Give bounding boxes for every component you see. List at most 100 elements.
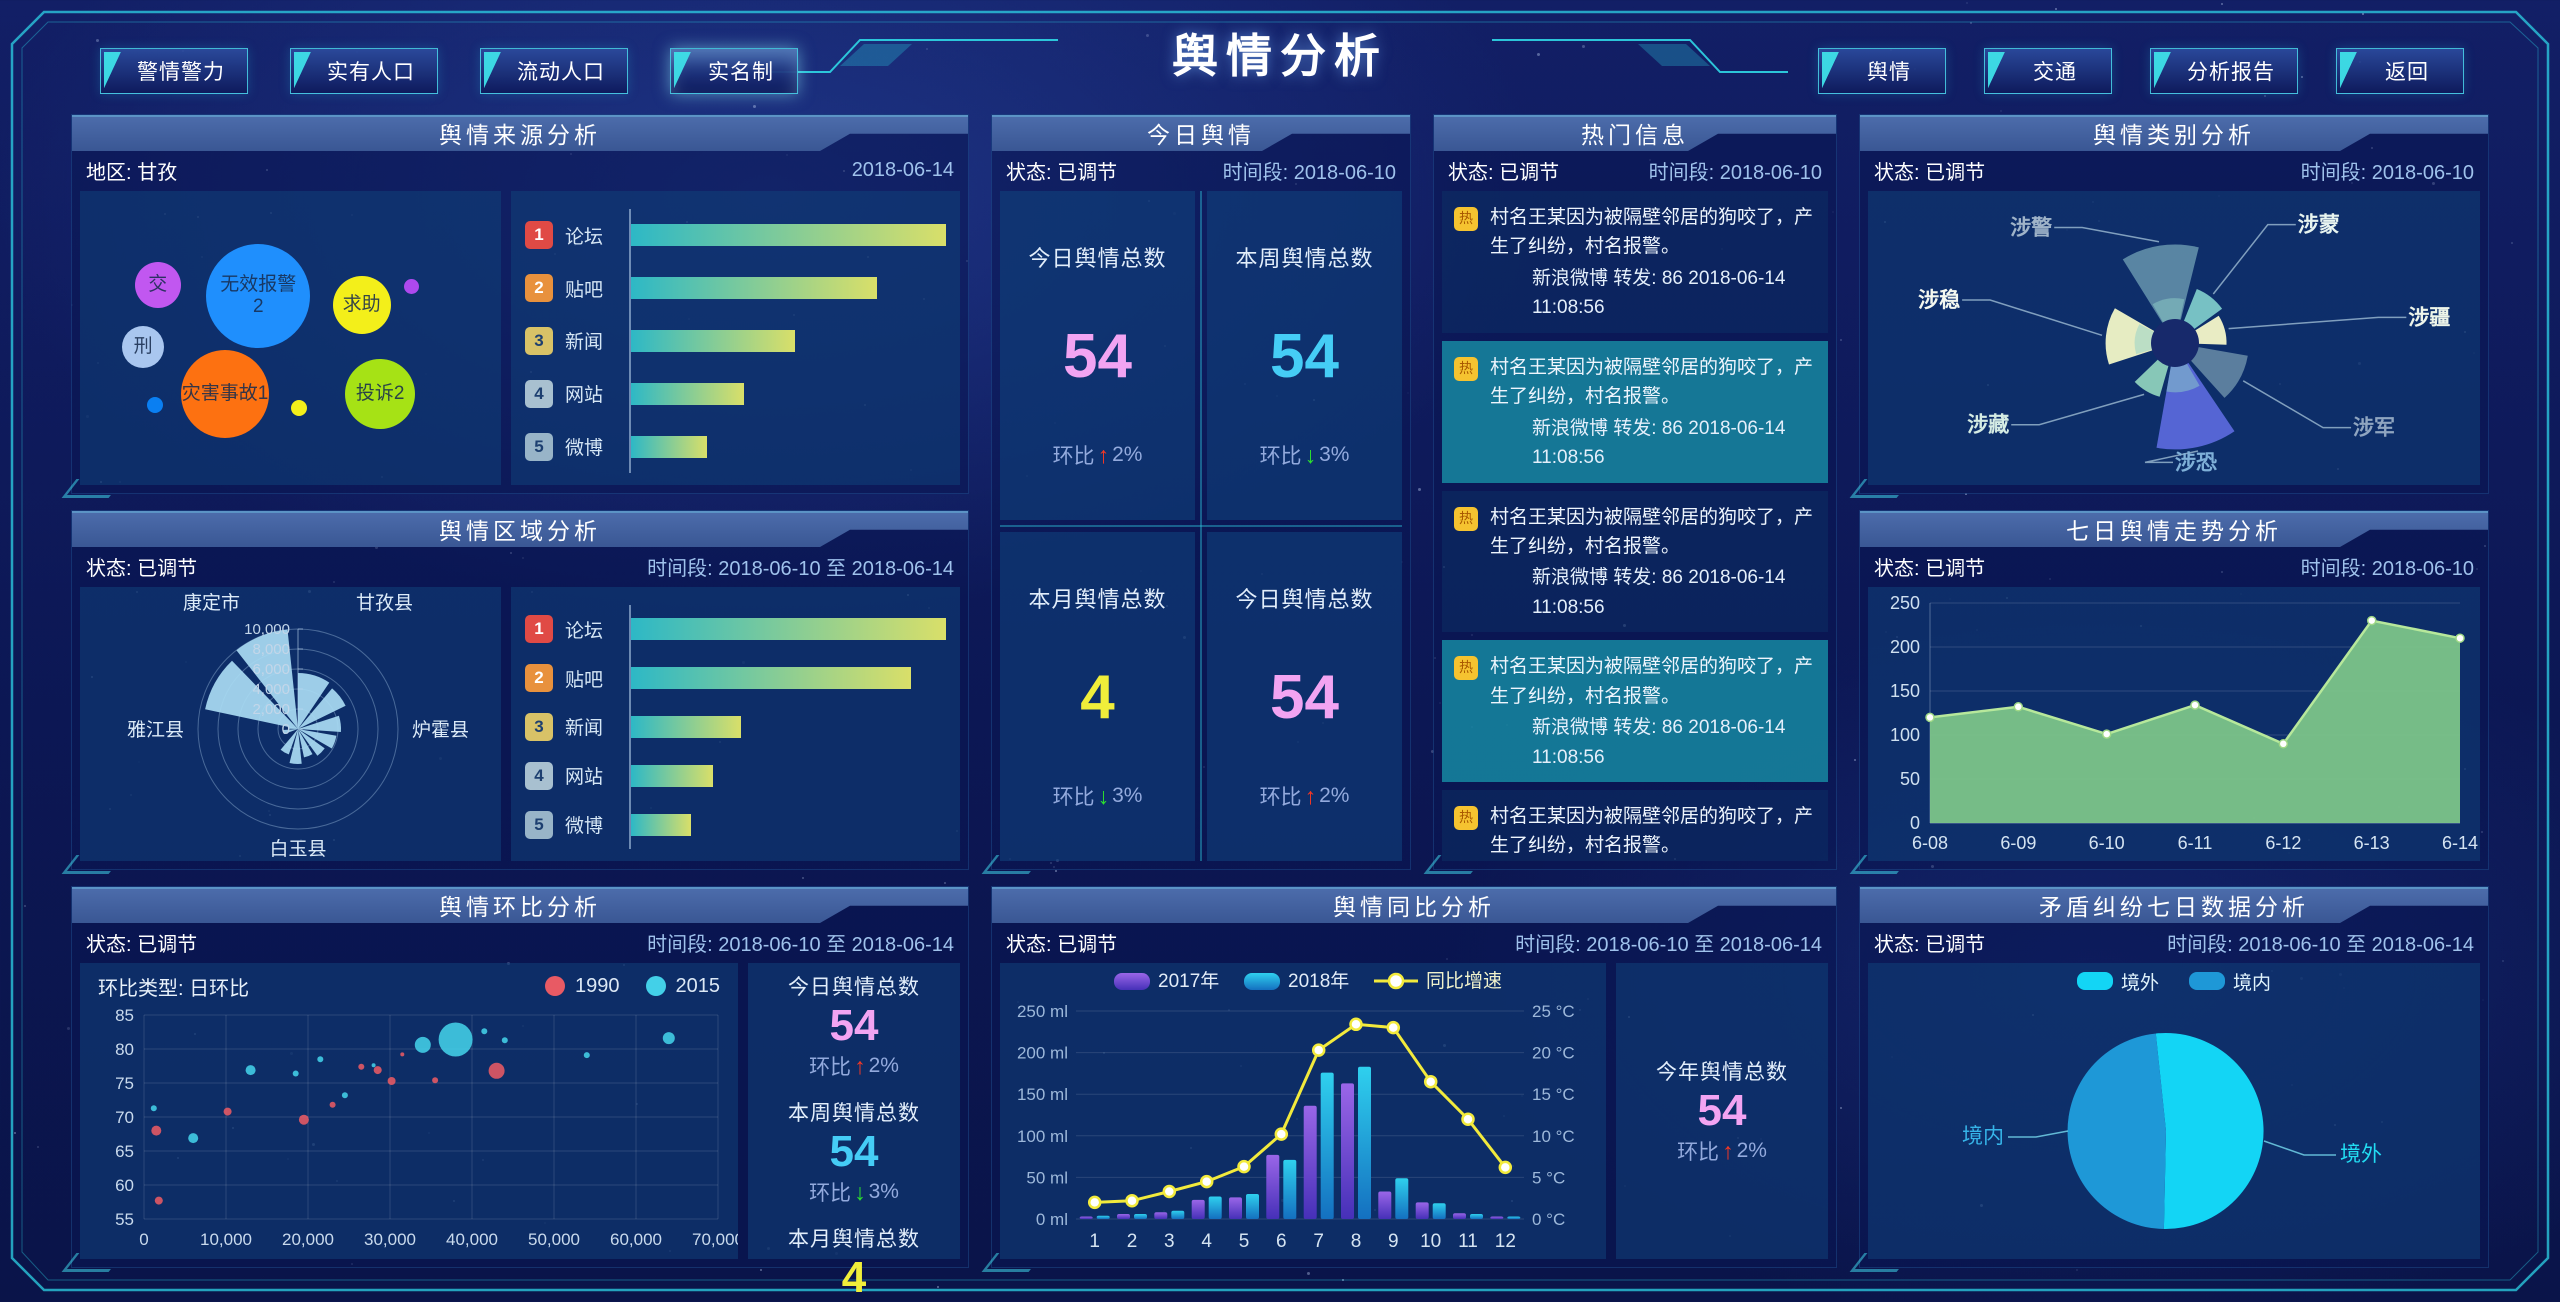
rank-row: 1 论坛 [525, 209, 946, 262]
svg-text:4: 4 [1201, 1231, 1212, 1252]
bubble-无效报警[interactable]: 无效报警 2 [206, 244, 310, 348]
nav-button-back[interactable]: 返回 [2336, 48, 2464, 94]
svg-text:150: 150 [1890, 681, 1920, 701]
nav-button-public-opinion[interactable]: 舆情 [1818, 48, 1946, 94]
stat-label: 本周舆情总数 [1235, 241, 1373, 273]
stat-label: 今日舆情总数 [1028, 241, 1166, 273]
rank-bar [631, 330, 795, 352]
panel-meta: 状态: 已调节 时间段: 2018-06-10 [992, 151, 1410, 189]
svg-text:雅江县: 雅江县 [127, 719, 184, 741]
panel-title-text: 舆情区域分析 [439, 512, 601, 546]
panel-title-text: 舆情同比分析 [1333, 888, 1495, 922]
rank-bar [631, 277, 877, 299]
hot-list-item[interactable]: 热村名王某因为被隔壁邻居的狗咬了，产生了纠纷，村名报警。新浪微博 转发: 86 … [1442, 491, 1828, 633]
bubble-求助[interactable]: 求助 [333, 276, 391, 334]
svg-text:涉蒙: 涉蒙 [2298, 213, 2340, 237]
rank-bar-track [629, 751, 946, 800]
period-text: 时间段: 2018-06-10 [1649, 156, 1822, 185]
hot-text: 村名王某因为被隔壁邻居的狗咬了，产生了纠纷，村名报警。 [1490, 652, 1816, 711]
svg-text:200: 200 [1890, 637, 1920, 657]
svg-text:55: 55 [115, 1210, 134, 1229]
svg-text:10: 10 [1420, 1231, 1441, 1252]
svg-text:250: 250 [1890, 593, 1920, 613]
panel-title-text: 舆情来源分析 [439, 116, 601, 150]
hot-list-item[interactable]: 热村名王某因为被隔壁邻居的狗咬了，产生了纠纷，村名报警。新浪微博 转发: 86 … [1442, 640, 1828, 782]
rank-bar [631, 383, 744, 405]
stat-trend: 环比 ↓ 3% [809, 1177, 899, 1207]
panel-meta: 状态: 已调节 时间段: 2018-06-10 至 2018-06-14 [72, 547, 968, 585]
svg-text:0 °C: 0 °C [1532, 1210, 1565, 1229]
stat-trend: 环比 ↑ 2% [1677, 1136, 1767, 1166]
panel-seven-day-trend: 七日舆情走势分析 状态: 已调节 时间段: 2018-06-10 0 50 100 1… [1859, 510, 2489, 870]
nav-button-alarm-force[interactable]: 警情警力 [100, 48, 248, 94]
panel-meta: 地区: 甘孜 2018-06-14 [72, 151, 968, 189]
rank-row: 4 网站 [525, 751, 946, 800]
hot-list-item[interactable]: 热村名王某因为被隔壁邻居的狗咬了，产生了纠纷，村名报警。新浪微博 转发: 86 … [1442, 191, 1828, 333]
svg-text:11: 11 [1458, 1231, 1478, 1252]
svg-text:6-12: 6-12 [2265, 833, 2301, 853]
scatter-chart: 0 10,000 20,000 30,000 40,000 50,000 60,000 70,… [80, 1003, 738, 1253]
arrow-up-icon: ↑ [854, 1053, 866, 1080]
panel-title: 舆情区域分析 [72, 511, 968, 547]
stat-value: 4 [842, 1253, 866, 1302]
svg-text:2,000: 2,000 [252, 701, 290, 718]
svg-text:同比增速: 同比增速 [1426, 970, 1502, 992]
panel-meta: 状态: 已调节 时间段: 2018-06-10 [1434, 151, 1836, 189]
stat-value: 54 [830, 1001, 879, 1051]
svg-text:境外: 境外 [2340, 1143, 2382, 1166]
panel-meta: 状态: 已调节 时间段: 2018-06-10 [1860, 151, 2488, 189]
bubble-dot[interactable] [147, 397, 163, 413]
rank-label: 论坛 [565, 222, 617, 249]
bubble-dot[interactable] [291, 400, 307, 416]
arrow-up-icon: ↑ [1098, 442, 1110, 469]
yoy-combo-chart: 0 ml 0 °C 50 ml 5 °C 100 ml 10 °C 150 ml 15 °C 2… [1000, 963, 1606, 1259]
hot-list-item[interactable]: 热村名王某因为被隔壁邻居的狗咬了，产生了纠纷，村名报警。新浪微博 转发: 86 … [1442, 341, 1828, 483]
stat-percent: 2% [1112, 443, 1142, 467]
svg-text:25 °C: 25 °C [1532, 1002, 1575, 1021]
rank-badge: 3 [525, 327, 553, 355]
hot-meta: 新浪微博 转发: 86 2018-06-14 11:08:56 [1532, 264, 1816, 323]
bubble-灾害事故1[interactable]: 灾害事故1 [181, 350, 269, 438]
stat-trend: 环比 ↑ 2% [1053, 440, 1143, 470]
nav-button-traffic[interactable]: 交通 [1984, 48, 2112, 94]
bubble-刑[interactable]: 刑 [122, 326, 164, 368]
nav-button-real-name[interactable]: 实名制 [670, 48, 798, 94]
svg-text:30,000: 30,000 [364, 1230, 416, 1249]
stat-trend: 环比 ↑ 2% [809, 1051, 899, 1081]
legend-swatch [2077, 972, 2113, 990]
panel-title: 今日舆情 [992, 115, 1410, 151]
rank-row: 4 网站 [525, 367, 946, 420]
bubble-交[interactable]: 交 [135, 262, 181, 308]
svg-text:6-11: 6-11 [2178, 833, 2213, 853]
svg-text:65: 65 [115, 1142, 134, 1161]
rank-label: 贴吧 [565, 275, 617, 302]
legend-swatch [2189, 972, 2225, 990]
hot-meta: 新浪微博 转发: 86 2018-06-14 11:08:56 [1532, 713, 1816, 772]
legend-item: 1990 [545, 975, 620, 998]
svg-text:10,000: 10,000 [200, 1230, 252, 1249]
bubble-投诉2[interactable]: 投诉2 [345, 359, 415, 429]
nav-button-floating-population[interactable]: 流动人口 [480, 48, 628, 94]
status-text: 状态: 已调节 [1874, 552, 1985, 581]
stat-value: 4 [1080, 662, 1114, 733]
nav-button-analysis-report[interactable]: 分析报告 [2150, 48, 2298, 94]
stat-percent: 3% [1112, 784, 1142, 808]
legend-label: 境内 [2233, 968, 2271, 995]
legend-label: 2015 [676, 975, 721, 998]
panel-meta: 状态: 已调节 时间段: 2018-06-10 至 2018-06-14 [992, 923, 1836, 961]
bubble-dot[interactable] [404, 279, 419, 294]
period-text: 时间段: 2018-06-10 至 2018-06-14 [2167, 928, 2474, 957]
stat-percent: 2% [869, 1054, 899, 1078]
svg-text:10,000: 10,000 [244, 621, 290, 638]
svg-text:白玉县: 白玉县 [269, 838, 326, 859]
hot-info-list: 热村名王某因为被隔壁邻居的狗咬了，产生了纠纷，村名报警。 新浪微博 转发: 86 … [1442, 191, 1828, 861]
nav-button-real-population[interactable]: 实有人口 [290, 48, 438, 94]
svg-text:50,000: 50,000 [528, 1230, 580, 1249]
rank-bar [631, 667, 911, 689]
ratio-type-label: 环比类型: 日环比 [98, 972, 249, 1001]
svg-text:炉霍县: 炉霍县 [412, 719, 469, 741]
hot-list-item[interactable]: 热村名王某因为被隔壁邻居的狗咬了，产生了纠纷，村名报警。新浪微博 转发: 86 … [1442, 790, 1828, 861]
stat-tile: 本月舆情总数4环比↓3% [748, 1215, 960, 1302]
svg-text:6-13: 6-13 [2354, 833, 2390, 853]
hot-icon: 热 [1454, 357, 1478, 381]
